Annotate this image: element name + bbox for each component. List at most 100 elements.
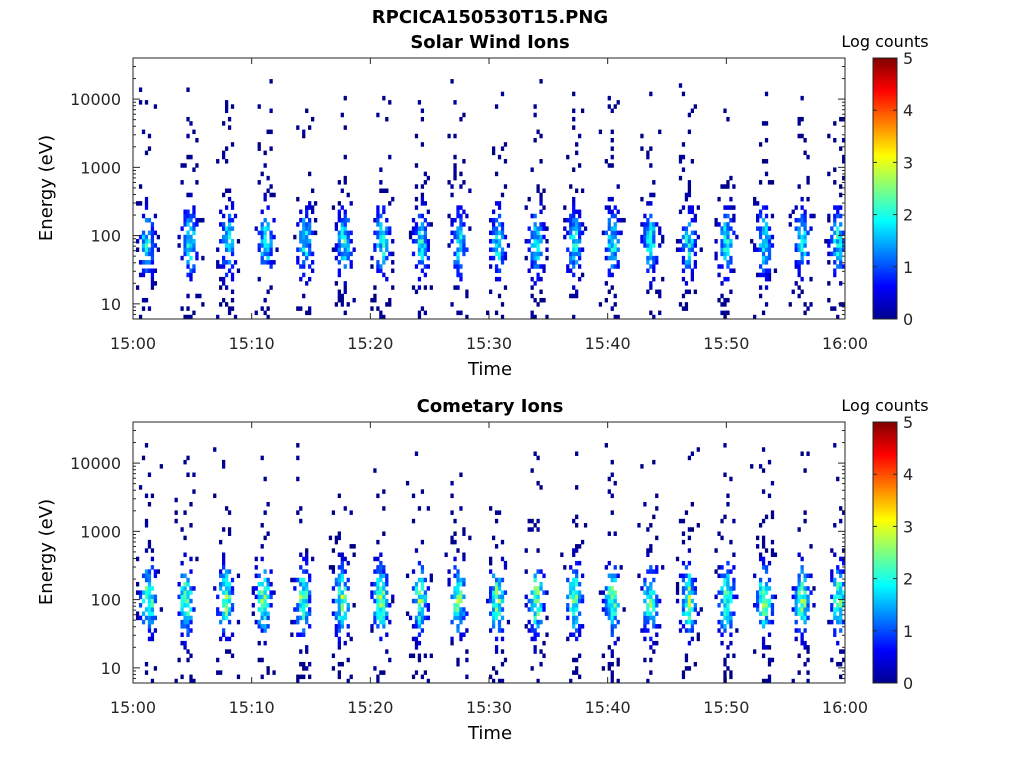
spectrogram-cell xyxy=(530,276,534,282)
spectrogram-cell xyxy=(720,239,724,244)
spectrogram-cell xyxy=(340,590,344,595)
spectrogram-cell xyxy=(147,607,152,612)
spectrogram-cell xyxy=(681,234,686,240)
spectrogram-cell xyxy=(723,251,727,257)
spectrogram-cell xyxy=(346,217,350,223)
spectrogram-cell xyxy=(497,510,502,515)
spectrogram-cell xyxy=(536,518,540,524)
spectrogram-cell xyxy=(530,468,534,473)
spectrogram-cell xyxy=(767,657,772,663)
spectrogram-cell xyxy=(302,607,306,612)
spectrogram-cell xyxy=(601,666,605,671)
spectrogram-cell xyxy=(646,586,650,591)
spectrogram-cell xyxy=(269,192,273,198)
spectrogram-cell xyxy=(726,615,730,621)
spectrogram-cell xyxy=(761,594,766,600)
spectrogram-cell xyxy=(643,619,647,625)
spectrogram-cell xyxy=(726,569,730,574)
spectrogram-cell xyxy=(649,234,653,240)
spectrogram-cell xyxy=(809,302,813,307)
spectrogram-cell xyxy=(141,297,146,303)
spectrogram-cell xyxy=(539,196,543,202)
spectrogram-cell xyxy=(420,586,425,591)
spectrogram-cell xyxy=(830,226,834,231)
spectrogram-cell xyxy=(640,464,644,469)
spectrogram-cell xyxy=(723,226,727,231)
spectrogram-cell xyxy=(222,226,226,231)
spectrogram-cell xyxy=(497,276,502,282)
spectrogram-cell xyxy=(607,607,611,612)
spectrogram-cell xyxy=(503,590,508,595)
spectrogram-cell xyxy=(337,607,341,612)
spectrogram-cell xyxy=(216,314,220,320)
spectrogram-cells xyxy=(135,79,846,320)
spectrogram-cell xyxy=(183,209,187,215)
spectrogram-cell xyxy=(806,451,810,456)
spectrogram-cell xyxy=(138,603,143,608)
spectrogram-cell xyxy=(370,306,374,311)
spectrogram-cell xyxy=(830,577,834,583)
spectrogram-cell xyxy=(643,628,647,633)
spectrogram-cell xyxy=(794,603,798,608)
spectrogram-cell xyxy=(391,260,395,265)
spectrogram-cell xyxy=(308,611,312,616)
spectrogram-cell xyxy=(426,243,430,248)
spectrogram-cell xyxy=(219,264,223,269)
spectrogram-cell xyxy=(500,230,505,236)
spectrogram-cell xyxy=(456,615,460,621)
spectrogram-cell xyxy=(622,217,626,223)
spectrogram-cell xyxy=(308,661,312,667)
spectrogram-cell xyxy=(189,569,193,574)
spectrogram-cell xyxy=(343,594,347,600)
spectrogram-cell xyxy=(497,598,502,604)
spectrogram-cell xyxy=(536,264,540,269)
spectrogram-cell xyxy=(222,192,226,198)
spectrogram-cell xyxy=(839,603,843,608)
spectrogram-cell xyxy=(536,569,540,574)
spectrogram-cell xyxy=(607,666,611,671)
spectrogram-cell xyxy=(429,653,433,659)
spectrogram-cell xyxy=(266,611,270,616)
spectrogram-cell xyxy=(658,226,662,231)
spectrogram-cell xyxy=(723,213,727,219)
spectrogram-cell xyxy=(299,581,303,587)
spectrogram-cell xyxy=(827,619,831,625)
spectrogram-cell xyxy=(827,260,831,265)
spectrogram-cell xyxy=(379,607,383,612)
spectrogram-cell xyxy=(575,523,579,528)
spectrogram-cell xyxy=(794,628,798,633)
spectrogram-cell xyxy=(230,201,235,206)
spectrogram-cell xyxy=(186,455,190,461)
spectrogram-cell xyxy=(222,459,226,465)
spectrogram-cell xyxy=(180,586,184,591)
spectrogram-cell xyxy=(305,281,309,286)
colorbar xyxy=(872,421,898,684)
spectrogram-cell xyxy=(723,255,727,261)
spectrogram-cell xyxy=(444,552,448,558)
spectrogram-cell xyxy=(717,565,721,570)
spectrogram-cell xyxy=(643,581,647,587)
spectrogram-cell xyxy=(572,548,576,553)
spectrogram-cell xyxy=(536,188,540,194)
spectrogram-cell xyxy=(147,581,152,587)
spectrogram-cell xyxy=(839,222,843,227)
spectrogram-cell xyxy=(135,239,140,244)
spectrogram-cell xyxy=(723,514,727,520)
spectrogram-cell xyxy=(302,272,306,278)
spectrogram-cell xyxy=(382,314,386,320)
spectrogram-cell xyxy=(456,594,460,600)
spectrogram-cell xyxy=(408,234,413,240)
spectrogram-cell xyxy=(269,230,273,236)
spectrogram-cell xyxy=(260,544,264,549)
spectrogram-cell xyxy=(842,159,846,164)
spectrogram-cell xyxy=(604,594,608,600)
spectrogram-cell xyxy=(536,247,540,252)
spectrogram-cell xyxy=(305,222,309,227)
spectrogram-cell xyxy=(147,230,152,236)
spectrogram-cell xyxy=(272,670,276,675)
spectrogram-cell xyxy=(198,217,202,223)
spectrogram-cell xyxy=(382,506,386,511)
spectrogram-cell xyxy=(462,527,466,532)
spectrogram-cell xyxy=(649,670,653,675)
